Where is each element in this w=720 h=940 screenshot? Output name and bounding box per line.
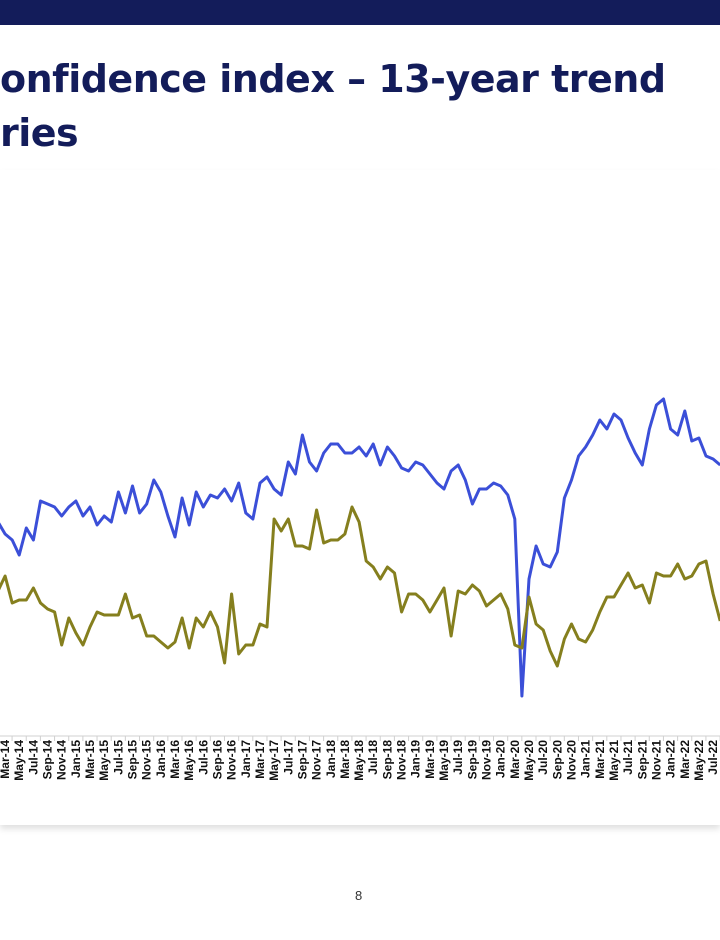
x-tick-label: Jan-22: [664, 740, 678, 778]
x-tick-label: Jul-17: [281, 740, 295, 775]
x-tick-label: Jul-19: [451, 740, 465, 775]
x-tick-label: Jan-19: [409, 740, 423, 778]
x-tick-label: Mar-21: [593, 740, 607, 779]
x-tick-label: May-21: [607, 740, 621, 781]
x-tick-label: Nov-14: [55, 740, 69, 780]
x-tick-label: May-17: [267, 740, 281, 781]
x-tick-label: Mar-20: [508, 740, 522, 779]
x-tick-label: Jul-18: [366, 740, 380, 775]
x-axis: Mar-14 May-14 Jul-14 Sep-14 Nov-14 Jan-15 Mar-…: [0, 735, 720, 781]
x-tick-label: Jul-22: [706, 740, 720, 775]
x-tick-label: Jan-21: [579, 740, 593, 778]
x-tick-label: May-19: [437, 740, 451, 781]
title-line-1: onfidence index – 13-year trend: [0, 57, 666, 101]
x-tick-label: Sep-15: [126, 740, 140, 780]
x-tick-label: Mar-15: [83, 740, 97, 779]
x-tick-label: Sep-19: [465, 740, 479, 780]
x-tick-label: Jul-14: [26, 740, 40, 775]
x-tick-label: Sep-20: [550, 740, 564, 780]
x-tick-label: Sep-21: [635, 740, 649, 780]
x-tick-label: Nov-20: [564, 740, 578, 780]
x-tick-label: Nov-21: [649, 740, 663, 780]
x-tick-label: May-18: [352, 740, 366, 781]
page-number: 8: [355, 888, 363, 903]
x-tick-label: Nov-17: [310, 740, 324, 780]
x-tick-label: Sep-16: [210, 740, 224, 780]
x-tick-label: May-15: [97, 740, 111, 781]
x-tick-label: Mar-14: [0, 740, 12, 779]
x-tick-label: Mar-17: [253, 740, 267, 779]
x-tick-label: Mar-18: [338, 740, 352, 779]
series-line-1: [0, 397, 720, 698]
x-tick-label: Jul-20: [536, 740, 550, 775]
x-tick-label: Nov-18: [395, 740, 409, 780]
series-line-2: [0, 505, 720, 668]
x-tick-label: Nov-19: [480, 740, 494, 780]
x-tick-label: Sep-18: [380, 740, 394, 780]
x-tick-label: Sep-14: [41, 740, 55, 780]
x-tick-label: Mar-19: [423, 740, 437, 779]
x-tick-label: Jan-16: [154, 740, 168, 778]
x-tick-label: Jan-17: [239, 740, 253, 778]
x-tick-label: Jul-21: [621, 740, 635, 775]
x-tick-label: Jul-15: [111, 740, 125, 775]
x-tick-label: Nov-15: [140, 740, 154, 780]
x-tick-label: Nov-16: [225, 740, 239, 780]
x-tick-label: Mar-22: [678, 740, 692, 779]
x-tick-label: Jan-15: [69, 740, 83, 778]
x-tick-label: Jul-16: [196, 740, 210, 775]
page-title: onfidence index – 13-year trend ries: [0, 52, 666, 160]
x-tick-label: Jan-20: [494, 740, 508, 778]
title-line-2: ries: [0, 111, 79, 155]
top-banner: [0, 0, 720, 25]
x-tick-label: May-16: [182, 740, 196, 781]
x-tick-label: May-20: [522, 740, 536, 781]
x-tick-label: May-14: [12, 740, 26, 781]
x-tick-label: May-22: [692, 740, 706, 781]
x-tick-label: Sep-17: [295, 740, 309, 780]
series-lines: [0, 397, 720, 698]
x-tick-label: Mar-16: [168, 740, 182, 779]
x-tick-label: Jan-18: [324, 740, 338, 778]
